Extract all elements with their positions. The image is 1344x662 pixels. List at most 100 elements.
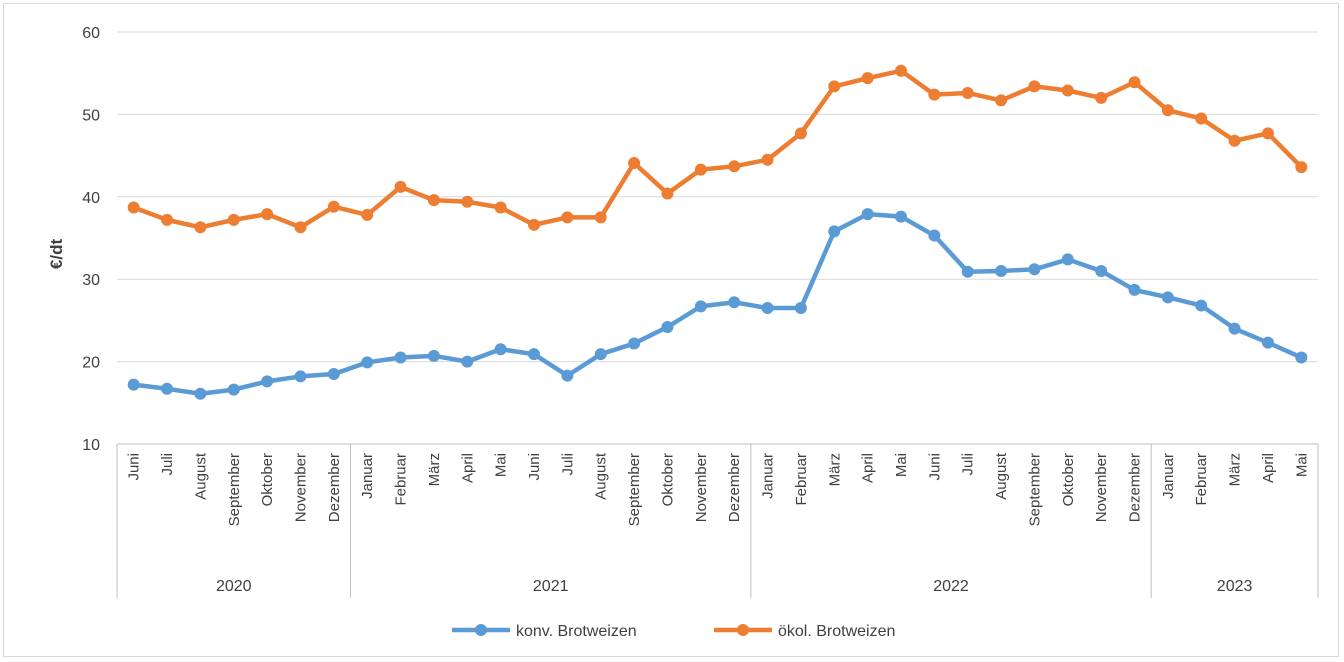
- x-tick-label: April: [1260, 453, 1277, 483]
- gridlines: [117, 31, 1318, 445]
- data-point: [127, 201, 140, 214]
- x-tick-label: Januar: [359, 453, 376, 499]
- data-point: [561, 211, 574, 224]
- y-tick-label: 60: [82, 25, 100, 42]
- data-point: [461, 355, 474, 368]
- x-tick-label: Mai: [1293, 453, 1310, 477]
- data-point: [628, 337, 641, 350]
- x-tick-label: März: [826, 453, 843, 486]
- data-point: [427, 194, 440, 207]
- data-point: [1161, 104, 1174, 117]
- data-point: [828, 225, 841, 238]
- data-point: [661, 320, 674, 333]
- y-axis: 10 20 30 40 50 60: [82, 25, 100, 454]
- data-point: [327, 367, 340, 380]
- legend-swatch-marker: [475, 624, 487, 636]
- year-label: 2022: [933, 578, 969, 595]
- x-axis: Juni Juli August September Oktober November De…: [116, 443, 1319, 598]
- data-point: [1128, 283, 1141, 296]
- y-tick-label: 30: [82, 272, 100, 289]
- data-point: [127, 378, 140, 391]
- series-line: [131, 68, 1304, 230]
- x-tick-label: April: [459, 453, 476, 483]
- data-point: [995, 94, 1008, 107]
- x-tick-label: Juni: [126, 453, 143, 481]
- x-tick-label: November: [693, 453, 710, 522]
- data-point: [1295, 161, 1308, 174]
- x-tick-label: Oktober: [659, 453, 676, 506]
- x-tick-label: Oktober: [259, 453, 276, 506]
- data-point: [194, 387, 207, 400]
- data-point: [1061, 253, 1074, 266]
- data-point: [327, 200, 340, 213]
- y-tick-label: 50: [82, 107, 100, 124]
- data-point: [361, 356, 374, 369]
- year-label: 2021: [533, 578, 569, 595]
- x-tick-label: Juli: [559, 453, 576, 476]
- x-tick-label: Dezember: [326, 453, 343, 522]
- data-point: [528, 348, 541, 361]
- data-point: [227, 213, 240, 226]
- x-tick-label: August: [593, 452, 610, 500]
- data-point: [261, 208, 274, 221]
- data-point: [761, 302, 774, 315]
- data-point: [194, 221, 207, 234]
- data-point: [894, 64, 907, 77]
- data-point: [861, 208, 874, 221]
- data-point: [1261, 336, 1274, 349]
- x-tick-label: September: [626, 453, 643, 526]
- series-line: [131, 211, 1304, 396]
- y-tick-label: 10: [82, 437, 100, 454]
- data-point: [294, 370, 307, 383]
- x-tick-label: September: [226, 453, 243, 526]
- x-tick-label: Oktober: [1060, 453, 1077, 506]
- series-konv-brotweizen: [127, 208, 1308, 400]
- data-point: [427, 349, 440, 362]
- data-point: [594, 211, 607, 224]
- legend-item: konv. Brotweizen: [452, 623, 637, 640]
- data-point: [1128, 76, 1141, 89]
- data-point: [694, 163, 707, 176]
- data-point: [594, 348, 607, 361]
- y-tick-label: 40: [82, 190, 100, 207]
- data-point: [1028, 263, 1041, 276]
- x-tick-label: Mai: [893, 453, 910, 477]
- x-tick-label: Dezember: [1127, 453, 1144, 522]
- x-tick-label: November: [292, 453, 309, 522]
- data-point: [161, 213, 174, 226]
- data-point: [861, 72, 874, 85]
- data-point: [1195, 299, 1208, 312]
- data-point: [694, 300, 707, 313]
- data-point: [1195, 112, 1208, 125]
- data-point: [261, 375, 274, 388]
- data-point: [394, 351, 407, 364]
- legend: konv. Brotweizen ökol. Brotweizen: [452, 623, 895, 640]
- x-tick-label: Juli: [960, 453, 977, 476]
- year-label: 2023: [1217, 578, 1253, 595]
- x-tick-label: September: [1026, 453, 1043, 526]
- data-point: [728, 296, 741, 309]
- legend-swatch-marker: [737, 624, 749, 636]
- x-tick-label: April: [860, 453, 877, 483]
- data-point: [628, 157, 641, 170]
- data-point: [894, 210, 907, 223]
- data-point: [661, 187, 674, 200]
- data-point: [494, 343, 507, 356]
- data-point: [461, 195, 474, 208]
- data-point: [1228, 322, 1241, 335]
- data-point: [794, 127, 807, 140]
- x-tick-label: Januar: [1160, 453, 1177, 499]
- data-point: [828, 80, 841, 93]
- x-tick-label: November: [1093, 453, 1110, 522]
- x-tick-label: März: [426, 453, 443, 486]
- data-point: [1028, 80, 1041, 93]
- data-point: [961, 86, 974, 99]
- x-tick-label: Juli: [159, 453, 176, 476]
- data-point: [494, 201, 507, 214]
- y-tick-label: 20: [82, 355, 100, 372]
- data-point: [294, 221, 307, 234]
- x-tick-label: Januar: [760, 453, 777, 499]
- data-point: [361, 208, 374, 221]
- data-point: [928, 88, 941, 101]
